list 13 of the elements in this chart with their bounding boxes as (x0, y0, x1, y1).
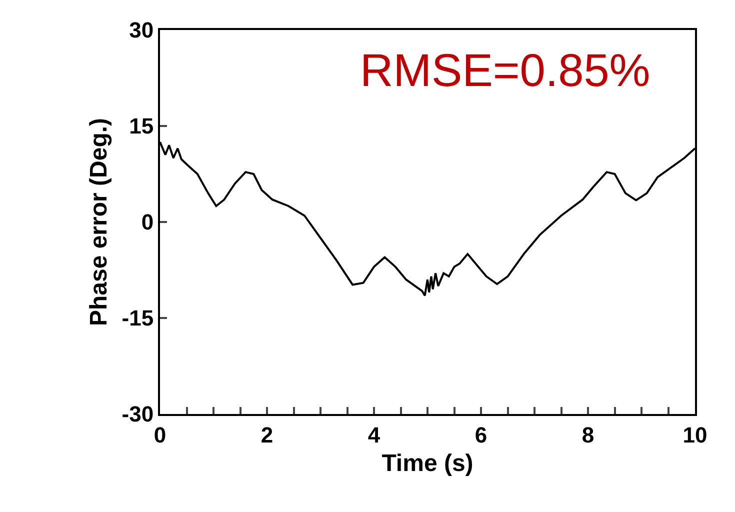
y-tick-label: 0 (141, 210, 154, 235)
x-tick-label: 4 (368, 422, 381, 448)
x-axis-title: Time (s) (382, 450, 474, 478)
y-tick-label: 30 (129, 18, 154, 43)
x-tick-label: 6 (474, 422, 488, 448)
y-axis-title: Phase error (Deg.) (85, 118, 112, 326)
annotation: RMSE=0.85% (360, 44, 650, 96)
y-tick-label: -30 (122, 402, 154, 427)
x-tick-label: 8 (582, 422, 594, 448)
x-tick-label: 10 (682, 422, 708, 448)
x-tick-label: 2 (260, 422, 274, 448)
y-tick-label: 15 (129, 114, 154, 139)
y-tick-label: -15 (122, 306, 154, 331)
